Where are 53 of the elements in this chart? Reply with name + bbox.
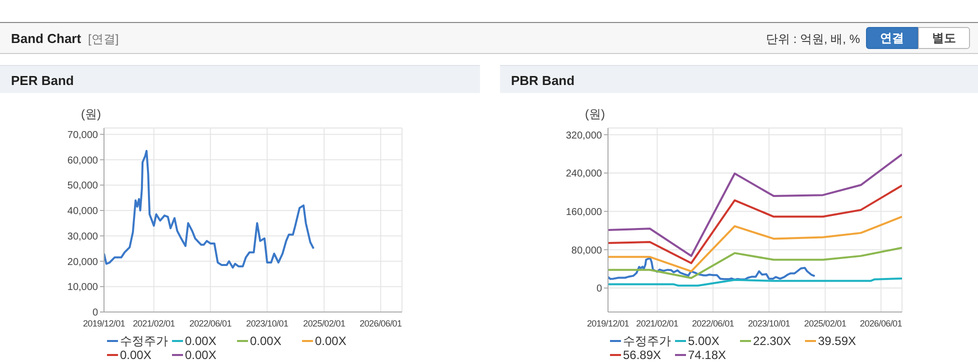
y-tick-label: 80,000 (571, 245, 602, 256)
text: 단위 : 억원, 배, % (766, 31, 860, 48)
y-tick-label: 60,000 (67, 155, 98, 166)
y-tick-label: 20,000 (67, 256, 98, 268)
x-tick-label: 2025/02/01 (804, 318, 847, 328)
x-tick-label: 2022/06/01 (189, 318, 232, 328)
y-tick-label: 70,000 (67, 130, 98, 141)
x-tick-label: 2026/06/01 (360, 318, 402, 328)
legend-label: 0.00X (250, 334, 282, 348)
y-tick-label: 0 (596, 284, 602, 295)
chart-title: PBR Band (511, 73, 575, 88)
legend-label: 수정주가 (623, 332, 671, 350)
legend-label: 수정주가 (120, 332, 168, 350)
text: 별도 (918, 27, 970, 49)
y-tick-label: 50,000 (67, 180, 98, 192)
y-tick-label: 320,000 (566, 130, 602, 142)
line-series (608, 246, 902, 279)
line-series (608, 184, 902, 264)
x-tick-label: 2023/10/01 (246, 318, 288, 328)
text: Band Chart (11, 31, 82, 46)
y-axis-title: (원) (585, 107, 605, 121)
y-axis-title: (원) (81, 107, 101, 121)
x-tick-label: 2021/02/01 (636, 318, 679, 328)
legend-label: 39.59X (818, 334, 856, 348)
legend-label: 0.00X (315, 334, 346, 348)
text: [연결] (88, 31, 119, 48)
x-tick-label: 2021/02/01 (132, 318, 176, 328)
x-tick-label: 2025/02/01 (303, 318, 346, 328)
x-tick-label: 2019/12/01 (82, 318, 126, 328)
text: 연결 (866, 27, 918, 49)
chart-title: PER Band (11, 73, 74, 88)
line-series (608, 153, 902, 257)
y-tick-label: 240,000 (566, 168, 602, 180)
line-series (608, 256, 816, 281)
line-series (608, 216, 902, 272)
legend-label: 0.00X (185, 348, 216, 362)
line-series (608, 277, 902, 287)
y-tick-label: 160,000 (566, 206, 602, 218)
legend-label: 5.00X (688, 334, 720, 348)
y-tick-label: 0 (92, 308, 98, 319)
legend-label: 56.89X (623, 348, 662, 362)
legend-label: 74.18X (688, 348, 726, 362)
y-tick-label: 10,000 (67, 282, 98, 294)
legend-label: 0.00X (185, 334, 216, 348)
x-tick-label: 2026/06/01 (860, 318, 902, 328)
x-tick-label: 2019/12/01 (586, 318, 630, 328)
x-tick-label: 2023/10/01 (748, 318, 790, 328)
y-tick-label: 30,000 (67, 231, 98, 242)
x-tick-label: 2022/06/01 (692, 318, 734, 328)
legend-label: 0.00X (120, 348, 152, 362)
legend-label: 22.30X (753, 334, 792, 348)
y-tick-label: 40,000 (67, 206, 98, 218)
line-series (104, 150, 315, 269)
